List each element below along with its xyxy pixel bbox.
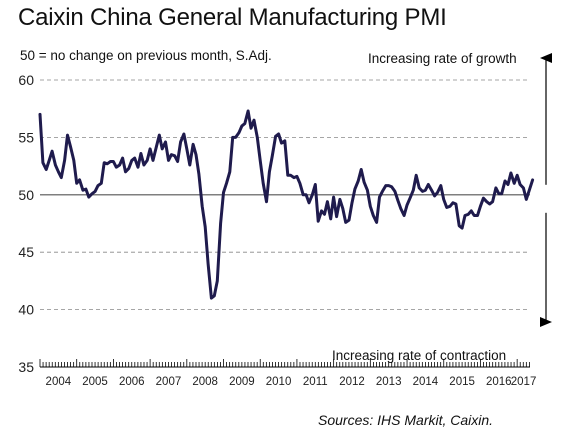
x-tick-label: 2009: [229, 376, 255, 388]
gridlines: [40, 79, 530, 311]
chart-title: Caixin China General Manufacturing PMI: [18, 4, 447, 31]
x-tick-label: 2010: [266, 376, 292, 388]
source-note: Sources: IHS Markit, Caixin.: [318, 412, 494, 428]
x-tick-label: 2012: [339, 376, 365, 388]
x-tick-label: 2014: [413, 376, 439, 388]
growth-annotation: Increasing rate of growth: [368, 51, 517, 66]
x-tick-label: 2007: [156, 376, 182, 388]
x-tick-label: 2008: [192, 376, 218, 388]
y-tick-label: 40: [18, 302, 34, 318]
y-tick-label: 35: [18, 359, 34, 375]
y-tick-label: 60: [18, 72, 34, 88]
y-tick-label: 45: [18, 244, 34, 260]
chart-subtitle: 50 = no change on previous month, S.Adj.: [20, 48, 272, 63]
x-tick-label: 2015: [449, 376, 475, 388]
contraction-annotation: Increasing rate of contraction: [332, 348, 507, 363]
x-tick-label: 2016: [486, 376, 512, 388]
x-tick-label: 2006: [119, 376, 145, 388]
x-tick-label: 2013: [376, 376, 402, 388]
x-tick-label: 2011: [303, 376, 328, 388]
x-tick-label: 2004: [46, 376, 72, 388]
pmi-series-line: [38, 109, 535, 300]
series-layer: [38, 109, 535, 300]
y-tick-label: 55: [18, 129, 34, 145]
x-tick-label: 2017: [511, 376, 537, 388]
y-tick-label: 50: [18, 187, 34, 203]
x-tick-label: 2005: [82, 376, 108, 388]
axes: 60 55 50 45 40 35 2004 2005 2006 2007 2008 2009 2010…: [18, 72, 536, 388]
